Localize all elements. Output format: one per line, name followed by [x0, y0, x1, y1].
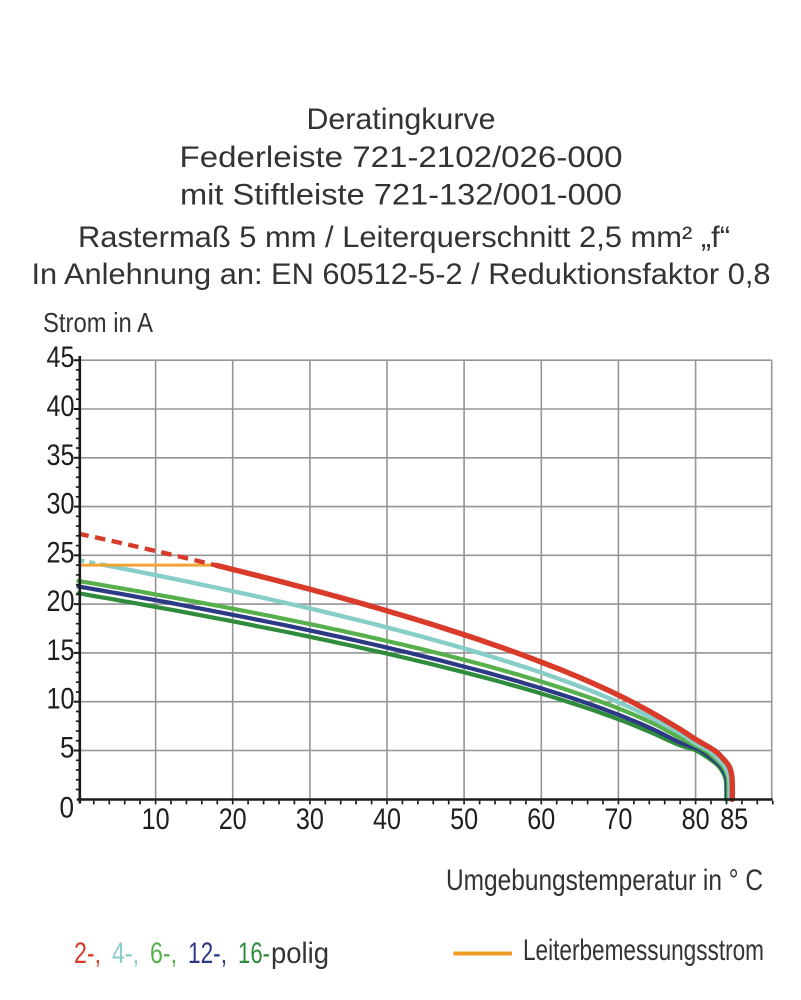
svg-text:12-,: 12-,	[188, 937, 227, 970]
svg-text:2-,: 2-,	[74, 937, 101, 970]
svg-text:45: 45	[47, 341, 75, 374]
svg-text:5: 5	[60, 732, 75, 765]
svg-text:6-,: 6-,	[150, 937, 177, 970]
svg-text:Deratingkurve: Deratingkurve	[307, 103, 496, 136]
svg-text:80: 80	[682, 803, 710, 836]
svg-text:60: 60	[527, 803, 555, 836]
svg-text:polig: polig	[271, 937, 329, 970]
svg-text:85: 85	[720, 803, 748, 836]
svg-text:10: 10	[47, 683, 75, 716]
svg-text:0: 0	[60, 792, 75, 825]
svg-text:Umgebungstemperatur in ° C: Umgebungstemperatur in ° C	[446, 864, 763, 897]
svg-text:40: 40	[47, 390, 75, 423]
svg-text:50: 50	[450, 803, 478, 836]
svg-text:16-: 16-	[238, 937, 270, 970]
svg-text:40: 40	[373, 803, 401, 836]
svg-text:Federleiste 721-2102/026-000: Federleiste 721-2102/026-000	[180, 141, 623, 174]
svg-text:mit Stiftleiste 721-132/001-00: mit Stiftleiste 721-132/001-000	[180, 179, 622, 212]
svg-text:35: 35	[47, 439, 75, 472]
svg-text:20: 20	[47, 585, 75, 618]
svg-text:30: 30	[296, 803, 324, 836]
svg-text:20: 20	[219, 803, 247, 836]
svg-text:4-,: 4-,	[112, 937, 139, 970]
svg-text:70: 70	[604, 803, 632, 836]
svg-text:Strom in A: Strom in A	[43, 307, 153, 338]
svg-text:Rastermaß 5 mm / Leiterquersch: Rastermaß 5 mm / Leiterquerschnitt 2,5 m…	[78, 221, 730, 254]
svg-text:30: 30	[47, 488, 75, 521]
svg-text:Leiterbemessungsstrom: Leiterbemessungsstrom	[523, 934, 764, 967]
svg-text:25: 25	[47, 536, 75, 569]
svg-text:In Anlehnung an: EN 60512-5-2: In Anlehnung an: EN 60512-5-2 / Reduktio…	[32, 258, 771, 291]
svg-text:10: 10	[142, 803, 170, 836]
svg-text:15: 15	[47, 634, 75, 667]
